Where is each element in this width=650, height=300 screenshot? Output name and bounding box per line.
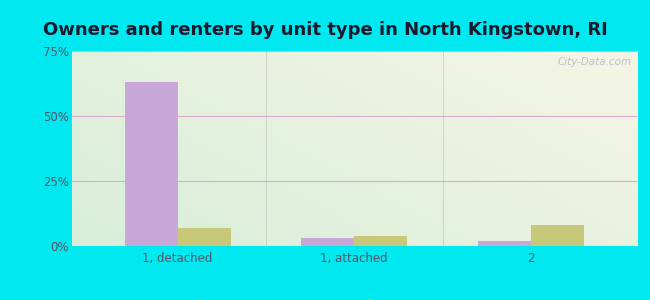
Bar [125,82,177,246]
Text: City-Data.com: City-Data.com [557,57,631,67]
Text: Owners and renters by unit type in North Kingstown, RI: Owners and renters by unit type in North… [43,21,607,39]
Bar [531,225,584,246]
Bar [354,236,408,246]
Bar [301,238,354,246]
Bar [177,228,231,246]
Legend: Owner occupied units, Renter occupied units: Owner occupied units, Renter occupied un… [188,295,520,300]
Bar [478,241,531,246]
